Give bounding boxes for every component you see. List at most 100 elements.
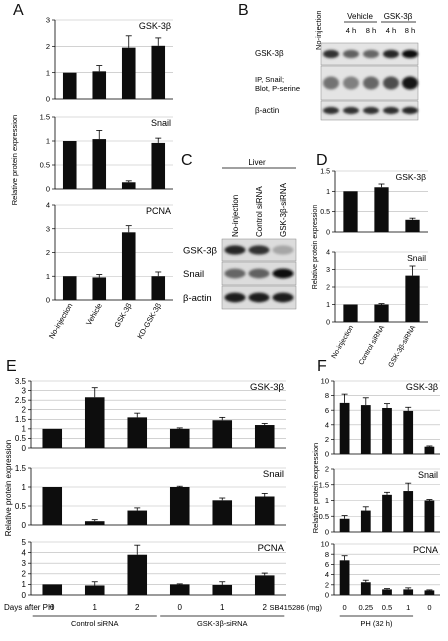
y-tick-label: 0.5 (319, 512, 329, 521)
y-tick-label: 3 (22, 559, 27, 568)
y-tick-label: 1.5 (320, 168, 330, 175)
category-label: 1 (93, 603, 98, 612)
y-tick-label: 10 (321, 540, 329, 549)
subplot-d-2: 0 1 2 3 4 Snail (326, 249, 428, 326)
bar (339, 518, 350, 532)
y-tick-label: 3 (326, 267, 330, 274)
category-label: 0 (50, 603, 55, 612)
category-label: 1 (406, 603, 410, 612)
bar (424, 500, 435, 532)
bar (403, 410, 414, 454)
y-tick-label: 2 (325, 435, 329, 444)
blot-band (402, 49, 418, 59)
blot-band (363, 49, 379, 59)
blot-b-time-label: 4 h (386, 26, 396, 35)
category-label: Control siRNA (358, 324, 386, 366)
x-axis-label: SB415286 (mg) (269, 603, 322, 612)
bar (424, 446, 435, 454)
panel-label-e: E (6, 358, 17, 375)
bar (360, 510, 371, 532)
bar (405, 275, 420, 322)
bar (121, 182, 136, 189)
y-tick-label: 1 (46, 68, 50, 77)
category-label: KD-GSK-3β (135, 301, 163, 341)
chart-layer: 0123GSK-3β00.511.5Snail01234PCNARelative… (4, 16, 440, 628)
bar (151, 45, 166, 99)
y-tick-label: 4 (326, 249, 330, 256)
y-tick-label: 0 (46, 296, 50, 305)
blot-b-header-noinj: No-injection (314, 10, 323, 50)
y-tick-label: 10 (321, 377, 329, 386)
bar (84, 521, 105, 525)
blot-c-group-label: Liver (248, 158, 266, 167)
subplot-title: GSK-3β (406, 382, 438, 392)
subplot-title: Snail (263, 469, 284, 480)
bar (374, 304, 389, 322)
subplot-title: Snail (407, 253, 426, 263)
category-label: 0.25 (358, 603, 373, 612)
blot-band (272, 268, 294, 279)
y-tick-label: 1 (22, 483, 27, 492)
subplot-title: GSK-3β (139, 21, 171, 31)
category-label: 2 (135, 603, 140, 612)
y-tick-label: 4 (325, 420, 329, 429)
y-tick-label: 1 (22, 425, 27, 434)
bar (382, 494, 392, 532)
y-tick-label: 4 (22, 548, 27, 557)
blot-c-lane-label: GSK-3β-siRNA (279, 182, 288, 237)
blot-band (363, 76, 379, 90)
bar (42, 428, 63, 448)
y-tick-label: 2 (22, 406, 27, 415)
blot-band (343, 49, 359, 59)
subplot-f-1: 0 2 4 6 8 10 GSK-3β (321, 377, 440, 459)
bar (343, 304, 358, 322)
y-tick-label: 8 (325, 550, 329, 559)
blot-b-time-label: 8 h (366, 26, 376, 35)
y-tick-label: 6 (325, 560, 329, 569)
category-label: No-injection (331, 324, 356, 360)
blot-b-row-label: Blot, P-serine (255, 84, 300, 93)
y-axis-label: Relative protein expression (311, 443, 320, 533)
blot-layer: No-injection Vehicle GSK-3β 4 h 8 h 4 h 8 h GSK… (183, 10, 419, 310)
x-axis-label: Days after PH (4, 603, 54, 612)
y-tick-label: 1 (326, 302, 330, 309)
y-tick-label: 8 (325, 391, 329, 400)
blot-band (224, 245, 246, 255)
y-tick-label: 4 (325, 570, 329, 579)
y-tick-label: 1.5 (319, 480, 329, 489)
y-tick-label: 0.5 (15, 434, 27, 443)
bar (84, 397, 105, 448)
blot-band (272, 292, 294, 303)
blot-c-row-label: GSK-3β (183, 246, 218, 257)
bar (92, 71, 107, 99)
y-tick-label: 1 (46, 137, 50, 146)
subplot-title: GSK-3β (250, 382, 285, 393)
bar (382, 589, 392, 595)
blot-b: No-injection Vehicle GSK-3β 4 h 8 h 4 h 8 h GSK… (255, 10, 419, 121)
bar (42, 487, 63, 525)
bar (169, 584, 190, 595)
bar (212, 584, 233, 595)
y-tick-label: 3 (46, 224, 50, 233)
bar (339, 402, 350, 454)
subplot-title: PCNA (413, 545, 438, 555)
subplot-d-1: 0 0.5 1 1.5 GSK-3β (320, 168, 428, 236)
subplot-title: PCNA (146, 206, 171, 216)
category-label: 0 (427, 603, 431, 612)
blot-band (272, 245, 294, 255)
bar (92, 277, 107, 300)
subplot-e-1: 00.511.522.533.5 GSK-3β (15, 377, 286, 453)
y-tick-label: 0 (326, 229, 330, 236)
subplot-e-2: 0 0.5 1 1.5 Snail (15, 464, 286, 530)
blot-b-header-vehicle: Vehicle (347, 12, 373, 21)
category-label: 0 (343, 603, 347, 612)
subplot-title: Snail (418, 470, 438, 480)
bar (151, 276, 166, 300)
bar (405, 219, 420, 232)
y-tick-label: 0 (325, 528, 329, 537)
y-tick-label: 2 (325, 580, 329, 589)
bar (339, 560, 350, 595)
bar (254, 575, 275, 595)
chart-d: 0 0.5 1 1.5 GSK-3β 0 1 2 3 4 Snail Relative protein… (312, 168, 428, 369)
subplot-title: Snail (151, 118, 171, 128)
